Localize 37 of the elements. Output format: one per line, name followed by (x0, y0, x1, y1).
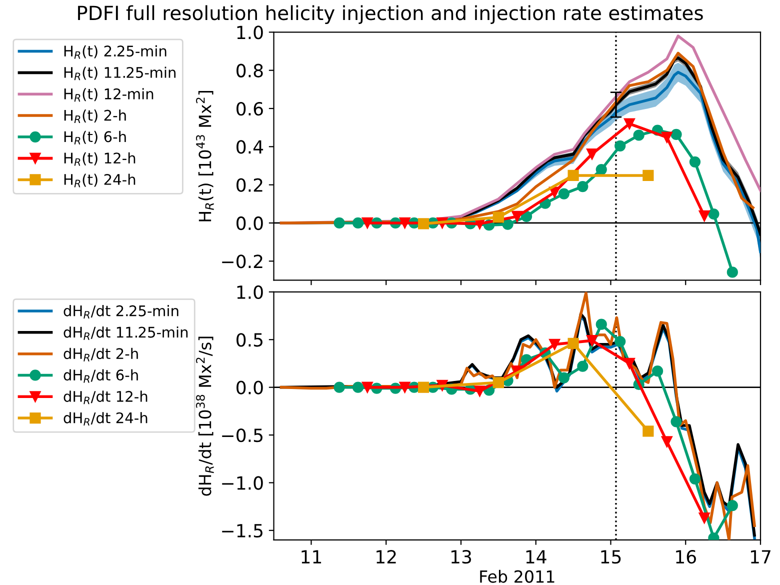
y-tick-label: 0.0 (236, 380, 263, 394)
legend-label: H$_{R}$(t) 11.25-min (64, 66, 176, 80)
x-tick-label: 15 (601, 550, 621, 564)
x-tick-label: 11 (302, 550, 322, 564)
y-tick-label: 0.6 (236, 102, 263, 116)
legend-label: dH$_{R}$/dt 2-h (64, 348, 138, 362)
y-tick-label: 0.2 (236, 178, 262, 192)
y-tick-label: 0.5 (236, 333, 262, 347)
y-tick-label: −0.5 (222, 428, 262, 442)
x-tick-label: 14 (526, 550, 546, 564)
legend-label: dH$_{R}$/dt 12-h (64, 390, 148, 404)
legend-label: H$_{R}$(t) 12-h (64, 152, 136, 166)
y-tick-label: 0.4 (236, 140, 264, 154)
legend-label: H$_{R}$(t) 12-min (64, 88, 154, 102)
y-tick-label: −0.2 (222, 254, 262, 268)
legend-label: dH$_{R}$/dt 2.25-min (64, 305, 178, 319)
chart-title: PDFI full resolution helicity injection and injection rate estimates (78, 5, 703, 24)
y-tick-label: −1.5 (222, 524, 262, 538)
x-tick-label: 16 (676, 550, 696, 564)
legend-label: dH$_{R}$/dt 6-h (64, 369, 138, 383)
y-axis-title: dH$_{R}$/dt [10$^{38}$ Mx$^{2}$/s] (196, 336, 214, 496)
x-tick-label: 13 (451, 550, 472, 564)
y-tick-label: −1.0 (222, 476, 263, 490)
y-tick-label: 1.0 (237, 285, 263, 300)
legend-label: H$_{R}$(t) 2.25-min (64, 45, 166, 59)
x-tick-label: 12 (376, 550, 396, 564)
y-axis-title: H$_{R}$(t) [10$^{43}$ Mx$^{2}$] (196, 91, 214, 222)
legend-label: H$_{R}$(t) 2-h (64, 110, 126, 123)
legend-label: dH$_{R}$/dt 24-h (64, 412, 148, 426)
y-tick-label: 1.0 (237, 26, 263, 40)
x-tick-label: 17 (750, 550, 770, 564)
x-axis-title: Feb 2011 (480, 570, 554, 583)
y-tick-label: 0.0 (236, 216, 263, 230)
legend-label: H$_{R}$(t) 24-h (64, 174, 136, 188)
y-tick-label: 0.8 (236, 64, 263, 78)
legend-label: H$_{R}$(t) 6-h (64, 130, 126, 144)
legend-label: dH$_{R}$/dt 11.25-min (64, 326, 188, 340)
